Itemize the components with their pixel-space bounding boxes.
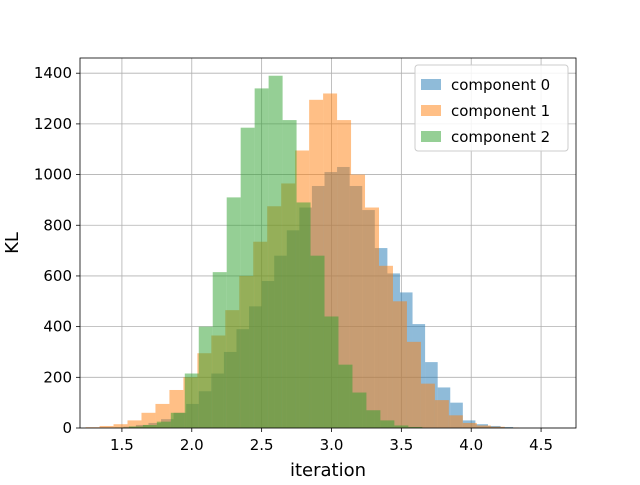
series-2-bars <box>114 75 423 429</box>
histogram-bar <box>170 412 185 428</box>
y-tick-label: 1000 <box>34 166 72 184</box>
x-tick-label: 4.5 <box>529 436 553 454</box>
legend-label: component 0 <box>451 76 550 94</box>
histogram-bar <box>142 424 157 428</box>
histogram-bar <box>392 301 407 428</box>
histogram-bar <box>462 422 477 428</box>
x-axis-label: iteration <box>290 460 366 480</box>
bars-layer <box>85 75 519 429</box>
histogram-bar <box>226 197 241 428</box>
x-tick-label: 4.0 <box>459 436 483 454</box>
histogram-bar <box>338 364 353 428</box>
histogram-bar <box>324 316 339 428</box>
histogram-bar <box>212 272 227 428</box>
histogram-bar <box>310 255 325 428</box>
ticks-layer: 1.5 2.0 2.5 3.0 3.5 4.0 4.5 0 200 400 600 800 1000 12… <box>34 64 553 454</box>
histogram-bar <box>128 426 143 428</box>
histogram-bar <box>282 120 297 428</box>
y-tick-label: 800 <box>43 216 72 234</box>
x-tick-label: 3.0 <box>320 436 344 454</box>
histogram-bar <box>99 425 114 428</box>
legend-swatch <box>421 131 441 142</box>
histogram-bar <box>184 373 199 428</box>
histogram-bar <box>366 410 381 428</box>
legend-label: component 2 <box>451 128 550 146</box>
histogram-bar <box>141 412 156 428</box>
histogram-bar <box>351 174 366 428</box>
histogram-bar <box>240 127 255 429</box>
histogram-bar <box>420 383 435 428</box>
y-tick-label: 1400 <box>34 64 72 82</box>
histogram-bar <box>408 426 423 428</box>
y-tick-label: 0 <box>62 419 72 437</box>
x-tick-label: 3.5 <box>389 436 413 454</box>
histogram-bar <box>394 425 409 428</box>
histogram-bar <box>476 425 491 428</box>
x-tick-label: 1.5 <box>110 436 134 454</box>
legend: component 0 component 1 component 2 <box>414 64 569 152</box>
histogram-bar <box>406 341 421 428</box>
y-axis-label: KL <box>2 232 23 254</box>
y-tick-label: 200 <box>43 368 72 386</box>
x-tick-label: 2.0 <box>180 436 204 454</box>
histogram-bar <box>378 265 393 428</box>
legend-swatch <box>421 79 441 90</box>
histogram-bar <box>352 392 367 428</box>
plot-frame <box>79 57 577 429</box>
histogram-bar <box>113 424 128 428</box>
histogram-bar <box>365 207 379 428</box>
histogram-bar <box>434 400 449 428</box>
legend-box <box>414 64 569 152</box>
x-tick-label: 2.5 <box>250 436 274 454</box>
histogram-bar <box>156 421 171 428</box>
histogram-bar <box>127 420 142 428</box>
histogram-bar <box>380 420 395 428</box>
y-tick-label: 600 <box>43 267 72 285</box>
legend-swatch <box>421 105 441 116</box>
histogram-bar <box>490 426 505 428</box>
y-tick-label: 1200 <box>34 115 72 133</box>
y-tick-label: 400 <box>43 318 72 336</box>
histogram-bar <box>296 202 311 428</box>
histogram-bar <box>268 75 283 429</box>
histogram-bar <box>337 120 352 428</box>
legend-label: component 1 <box>451 102 550 120</box>
histogram-bar <box>198 326 213 428</box>
histogram-bar <box>448 415 463 428</box>
histogram-bar <box>254 88 269 429</box>
